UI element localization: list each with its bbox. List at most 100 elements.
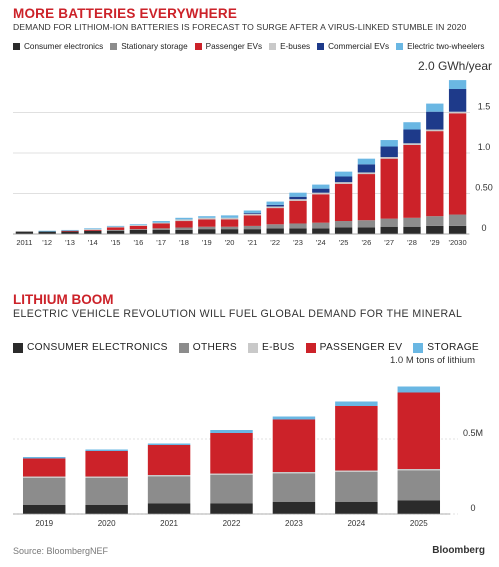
chart2-bar-segment [85, 451, 128, 477]
chart1-x-tick-label: '25 [339, 238, 349, 247]
chart1-x-tick-label: '19 [202, 238, 212, 247]
chart1-bar-segment [380, 146, 398, 158]
chart1-bar-segment [152, 221, 170, 223]
chart1-unit-label: 2.0 GWh/year [418, 59, 492, 73]
chart1-bar-segment [289, 192, 307, 197]
chart1-legend-swatch [194, 43, 202, 50]
chart1-bar-segment [403, 144, 421, 218]
chart2-bar-segment [22, 457, 66, 459]
chart2-bar-segment [147, 476, 191, 504]
chart2-x-tick-label: 2019 [35, 519, 53, 528]
chart2-legend-swatch [178, 342, 189, 353]
chart1-bar-segment [220, 229, 239, 234]
chart2-bar-segment [210, 503, 253, 514]
chart2-bar-segment [272, 416, 316, 420]
source-note: Source: BloombergNEF [13, 546, 109, 556]
chart1-bar-segment [106, 229, 125, 231]
chart1-legend-label: Consumer electronics [24, 42, 104, 51]
chart2-bar-segment [147, 445, 191, 475]
chart1-bar-segment [38, 231, 56, 234]
chart2-legend-swatch [247, 342, 258, 353]
chart1-bar-segment [129, 225, 148, 226]
chart2-bar-segment [85, 505, 128, 514]
chart2-x-tick-label: 2025 [410, 519, 428, 528]
chart2-bar-segment [22, 476, 66, 478]
chart1-bar-segment [334, 227, 353, 234]
chart1-x-tick-label: '2030 [449, 238, 467, 247]
chart1-bar-segment [106, 225, 125, 227]
chart1-bar-segment [266, 204, 284, 207]
chart1-bar-segment [129, 224, 148, 226]
chart2-bar-segment [22, 458, 66, 477]
chart1-legend-label: Electric two-wheelers [407, 42, 485, 51]
chart1-bar-segment [61, 230, 79, 232]
chart2-legend-swatch [305, 342, 316, 353]
chart1-x-tick-label: '18 [179, 238, 189, 247]
chart1-bar-segment [220, 215, 239, 218]
chart1-bar-segment [403, 122, 421, 130]
chart1-bar-segment [426, 111, 444, 130]
chart1-bar-segment [426, 225, 444, 234]
chart2-bar-segment [85, 449, 128, 451]
chart1-legend-label: Passenger EVs [205, 42, 263, 51]
chart1-title: MORE BATTERIES EVERYWHERE [13, 6, 238, 21]
chart2-bar-segment [397, 386, 441, 393]
chart1-bar-segment [198, 229, 216, 234]
chart1-y-tick-label: 1.0 [478, 142, 491, 152]
chart2-legend-label: CONSUMER ELECTRONICS [27, 342, 168, 353]
chart1-x-tick-label: '20 [225, 238, 235, 247]
chart1-bar-segment [448, 214, 467, 226]
chart2-x-tick-label: 2021 [160, 519, 178, 528]
chart1-bar-segment [175, 227, 193, 230]
chart2-bar-segment [397, 500, 441, 514]
chart1-legend-item: E-buses [269, 42, 310, 51]
chart1-bar-segment [266, 224, 284, 229]
chart1-legend-swatch [13, 43, 20, 50]
chart2-bar-segment [335, 470, 378, 472]
chart1-bar-segment [448, 111, 467, 114]
chart1-bar-segment [380, 140, 398, 147]
chart1-bar-segment [334, 183, 353, 222]
chart2-title: LITHIUM BOOM [13, 292, 114, 307]
chart1-bar-segment [15, 231, 34, 234]
chart1-bar-segment [334, 221, 353, 228]
chart2-legend-label: E-BUS [261, 342, 295, 353]
chart2-subtitle: ELECTRIC VEHICLE REVOLUTION WILL FUEL GL… [13, 308, 463, 320]
chart1-bar-segment [448, 80, 467, 90]
chart1-bar-segment [220, 217, 239, 220]
chart2-legend-swatch [413, 342, 424, 353]
chart1-bar-segment [312, 228, 330, 234]
chart1-bar-segment [403, 129, 421, 144]
chart1-x-tick-label: '13 [65, 238, 75, 247]
chart1-bar-segment [129, 229, 148, 234]
chart2-x-tick-label: 2024 [347, 519, 365, 528]
chart2-legend: CONSUMER ELECTRONICS OTHERS E-BUS PASSENGER… [13, 342, 490, 353]
chart1-x-tick-label: '21 [248, 238, 258, 247]
chart2-bar-segment [272, 473, 316, 502]
chart1-x-tick-label: '14 [88, 238, 98, 247]
chart2-bar-segment [335, 472, 378, 502]
chart1-bar-segment [334, 171, 353, 177]
chart1-legend-label: Stationary storage [121, 42, 188, 51]
chart1-y-tick-label: 0.50 [475, 183, 493, 193]
chart1-bar-segment [380, 158, 398, 219]
chart1-bar-segment [289, 196, 307, 200]
chart1-legend-label: Commercial EVs [328, 42, 390, 51]
chart1-bar-segment [152, 223, 170, 229]
chart1-bar-segment [426, 216, 444, 226]
chart2-bar-segment [85, 476, 128, 478]
chart2-legend-label: OTHERS [192, 342, 237, 353]
chart1-bar-segment [289, 228, 307, 234]
chart1-bar-segment [448, 225, 467, 234]
chart1-bar-segment [357, 164, 376, 173]
chart2-bar-segment [272, 502, 316, 514]
chart2-legend-item: CONSUMER ELECTRONICS [13, 342, 168, 353]
chart1-bar-segment [220, 226, 239, 230]
chart2-bar-segment [210, 473, 253, 475]
chart2-bar-segment [210, 433, 253, 474]
chart1-bar-segment [106, 227, 125, 230]
chart1-bar-segment [243, 213, 262, 216]
chart1-legend-swatch [269, 43, 277, 50]
chart2-bar-segment [272, 419, 316, 472]
chart1-x-tick-label: '23 [293, 238, 303, 247]
